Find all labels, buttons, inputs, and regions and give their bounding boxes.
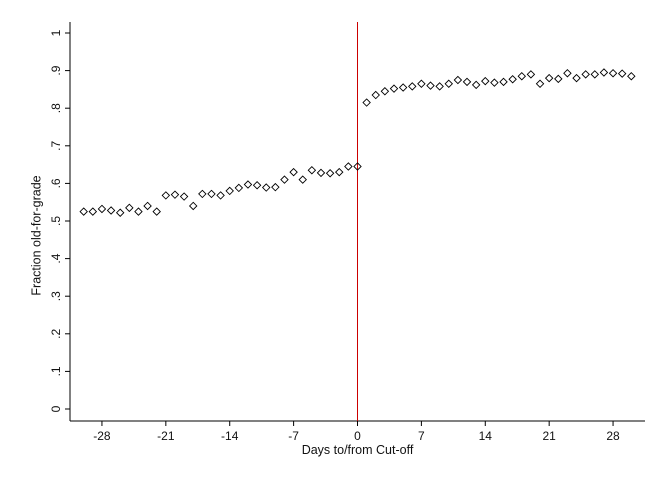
data-point: [426, 81, 435, 90]
x-tick-label: -7: [288, 429, 299, 443]
data-point: [97, 204, 107, 214]
data-point: [398, 83, 408, 92]
y-tick-label: .9: [49, 65, 63, 75]
data-point: [362, 98, 371, 107]
data-point: [444, 79, 454, 88]
data-point: [316, 168, 326, 178]
data-point: [307, 166, 317, 175]
x-tick-label: 7: [418, 429, 425, 443]
data-point: [344, 162, 353, 171]
data-point: [371, 90, 380, 100]
x-tick-label: -21: [157, 429, 175, 443]
data-point: [125, 203, 134, 213]
x-tick-label: 0: [354, 429, 361, 443]
data-point: [499, 77, 508, 87]
data-point: [417, 79, 426, 88]
data-point: [207, 189, 216, 199]
data-point: [115, 208, 125, 217]
data-point: [453, 75, 463, 85]
data-point: [179, 192, 189, 201]
data-point: [408, 82, 417, 91]
data-point: [508, 75, 517, 84]
data-point: [271, 182, 280, 192]
data-point: [198, 189, 207, 199]
y-tick-label: .5: [49, 216, 63, 226]
y-tick-label: .3: [49, 291, 63, 301]
data-point: [88, 207, 98, 216]
data-point: [261, 183, 271, 192]
data-point: [517, 72, 527, 81]
data-point: [79, 207, 88, 216]
y-tick-label: .6: [49, 178, 63, 188]
data-point: [544, 73, 554, 83]
y-tick-label: .8: [49, 103, 63, 113]
data-point: [462, 77, 472, 87]
data-point: [353, 162, 362, 171]
data-point: [526, 70, 536, 79]
data-point: [170, 190, 180, 199]
data-point: [143, 201, 152, 211]
data-point: [380, 87, 390, 96]
data-point: [289, 167, 298, 177]
data-point: [106, 206, 116, 215]
x-tick-label: 28: [606, 429, 620, 443]
data-point: [188, 201, 198, 211]
data-point: [134, 207, 143, 216]
data-point: [389, 84, 399, 93]
x-tick-label: -28: [93, 429, 111, 443]
data-point: [481, 76, 490, 86]
data-point: [599, 68, 609, 77]
data-point: [161, 191, 171, 200]
data-point: [563, 68, 572, 78]
x-tick-label: 21: [542, 429, 556, 443]
data-point: [435, 82, 444, 91]
data-point: [243, 180, 253, 189]
data-point: [617, 69, 627, 78]
y-tick-label: .4: [49, 253, 63, 263]
data-point: [280, 175, 289, 184]
data-point: [581, 70, 590, 79]
data-point: [216, 191, 225, 200]
data-point: [335, 167, 344, 177]
data-point: [298, 175, 307, 184]
y-axis-ticks: 0 .1 .2 .3 .4 .5 .6 .7 .8 .9 1: [49, 29, 70, 412]
y-tick-label: .7: [49, 140, 63, 150]
y-tick-label: 1: [49, 29, 63, 36]
data-points: [79, 68, 636, 217]
data-point: [490, 78, 499, 87]
y-tick-label: .1: [49, 366, 63, 376]
x-tick-label: -14: [221, 429, 239, 443]
data-point: [325, 169, 335, 178]
x-axis-title: Days to/from Cut-off: [302, 443, 414, 457]
data-point: [234, 183, 244, 193]
data-point: [572, 73, 581, 83]
data-point: [535, 79, 545, 88]
data-point: [627, 72, 636, 81]
data-point: [554, 74, 563, 84]
y-axis-title: Fraction old-for-grade: [29, 175, 43, 295]
y-tick-label: 0: [49, 405, 63, 412]
data-point: [608, 68, 618, 78]
data-point: [252, 181, 262, 190]
data-point: [471, 80, 481, 90]
data-point: [225, 186, 234, 196]
data-point: [152, 207, 161, 216]
y-tick-label: .2: [49, 328, 63, 338]
data-point: [590, 70, 600, 79]
x-tick-label: 14: [479, 429, 493, 443]
x-axis-ticks: -28 -21 -14 -7 0 7 14 21 28: [93, 421, 620, 443]
